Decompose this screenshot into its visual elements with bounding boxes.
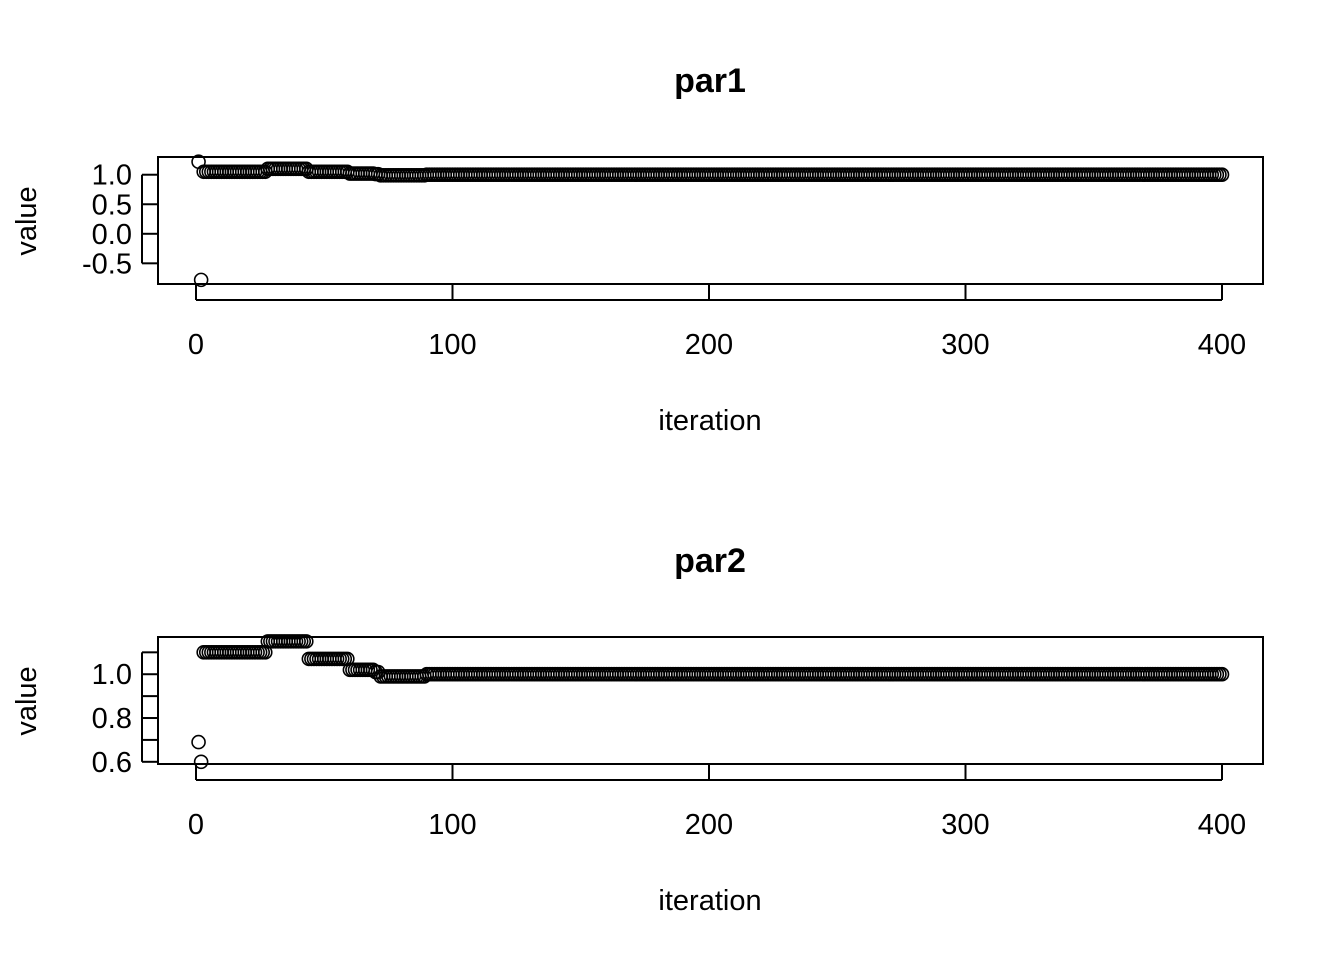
y-tick-label: 0.5: [92, 189, 132, 221]
x-tick-label: 100: [428, 329, 476, 361]
data-point: [1214, 666, 1230, 682]
x-axis: 0 100 200 300 400: [188, 284, 1246, 361]
x-tick-label: 200: [685, 809, 733, 841]
x-axis: 0 100 200 300 400: [188, 764, 1246, 841]
x-tick-label: 0: [188, 809, 204, 841]
y-axis-label: value: [11, 666, 43, 735]
chart-title: par1: [674, 62, 746, 100]
y-axis: 1.00.50.0-0.5: [82, 160, 158, 280]
x-axis-label: iteration: [658, 885, 761, 917]
x-tick-label: 100: [428, 809, 476, 841]
data-point: [1214, 167, 1230, 183]
plot-frame: [157, 636, 1264, 765]
panel-par2: par2 iteration value 0 100 200 300 400 1.0 0.…: [11, 542, 1264, 917]
y-tick-label: 1.0: [92, 659, 132, 691]
y-axis: 1.0 0.8 0.6: [92, 651, 158, 779]
x-tick-label: 400: [1198, 329, 1246, 361]
data-points: [191, 634, 1230, 770]
data-point: [193, 272, 209, 288]
y-tick-label: 0.6: [92, 747, 132, 779]
x-tick-label: 300: [941, 809, 989, 841]
panel-par1: par1 iteration value 0 100 200 300 400 1.00.…: [11, 62, 1264, 437]
x-tick-label: 400: [1198, 809, 1246, 841]
chart-title: par2: [674, 542, 746, 580]
data-points: [191, 154, 1230, 288]
y-tick-label: 1.0: [92, 160, 132, 192]
plot-frame: [157, 156, 1264, 285]
data-point: [298, 634, 314, 649]
y-tick-label: 0.0: [92, 219, 132, 251]
y-tick-label: -0.5: [82, 248, 132, 280]
x-tick-label: 300: [941, 329, 989, 361]
y-axis-label: value: [11, 186, 43, 255]
data-point: [191, 734, 206, 750]
x-axis-label: iteration: [658, 405, 761, 437]
y-tick-label: 0.8: [92, 703, 132, 735]
x-tick-label: 200: [685, 329, 733, 361]
data-point: [193, 754, 209, 770]
x-tick-label: 0: [188, 329, 204, 361]
